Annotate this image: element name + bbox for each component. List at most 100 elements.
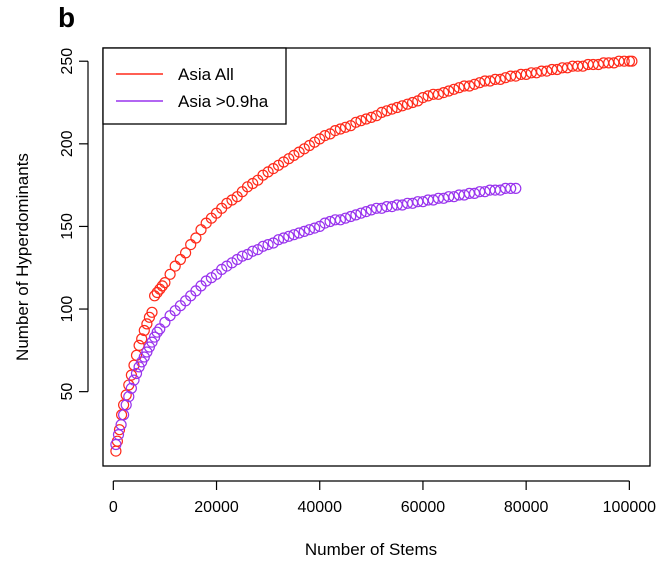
data-point — [130, 367, 143, 380]
data-point — [510, 182, 522, 194]
data-point — [401, 98, 414, 110]
panel-label: b — [58, 2, 76, 33]
data-point — [293, 227, 305, 239]
data-point — [180, 247, 192, 259]
legend-box — [102, 47, 287, 125]
data-point — [386, 103, 398, 115]
x-axis-title: Number of Stems — [305, 540, 437, 559]
x-tick-label: 20000 — [194, 499, 239, 516]
x-tick-label: 0 — [109, 499, 118, 516]
data-point — [360, 113, 372, 125]
data-point — [236, 250, 248, 262]
x-tick-label: 80000 — [504, 499, 549, 516]
data-point — [463, 80, 475, 92]
data-point — [334, 123, 346, 135]
data-point — [146, 306, 158, 318]
data-point — [355, 207, 367, 219]
data-point — [159, 277, 171, 289]
x-tick-label: 100000 — [603, 499, 656, 516]
data-point — [164, 268, 176, 280]
data-point — [561, 62, 574, 74]
data-point — [494, 184, 506, 196]
data-point — [154, 323, 166, 335]
data-point — [190, 232, 202, 244]
y-tick-label: 150 — [59, 213, 76, 240]
data-point — [120, 399, 132, 411]
data-point — [432, 88, 444, 100]
data-point — [417, 196, 429, 208]
data-point — [365, 111, 377, 124]
data-point — [391, 199, 403, 211]
legend-label-asia-09ha: Asia >0.9ha — [178, 92, 269, 111]
data-point — [339, 121, 352, 133]
data-point — [257, 240, 269, 252]
y-tick-label: 250 — [59, 48, 76, 75]
data-point — [510, 70, 522, 82]
y-tick-label: 100 — [59, 296, 76, 323]
data-point — [448, 83, 460, 95]
data-point — [494, 73, 506, 86]
data-point — [319, 130, 331, 142]
data-point — [247, 245, 259, 257]
data-point — [468, 187, 481, 199]
data-point — [174, 253, 186, 266]
data-point — [443, 191, 455, 203]
data-point — [151, 326, 163, 338]
data-point — [136, 333, 148, 345]
data-point — [618, 55, 630, 67]
data-point — [505, 182, 517, 194]
data-point — [417, 91, 429, 104]
axes-layer: 0 20000 40000 60000 80000 100000 50 100 150 200 25… — [59, 48, 656, 516]
data-point — [156, 280, 168, 292]
data-point — [195, 224, 207, 236]
data-point — [123, 391, 135, 403]
data-point — [185, 239, 197, 251]
data-point — [110, 438, 122, 451]
data-point — [272, 234, 285, 246]
data-point — [329, 125, 341, 137]
legend: Asia All Asia >0.9ha — [102, 47, 287, 125]
data-point — [391, 101, 403, 114]
data-point — [407, 96, 419, 109]
y-axis-title: Number of Hyperdominants — [13, 153, 32, 361]
data-point — [376, 106, 388, 119]
series-asia-all — [110, 55, 638, 457]
data-point — [626, 55, 638, 67]
data-point — [381, 105, 393, 117]
x-tick-label: 60000 — [401, 499, 446, 516]
data-point — [298, 225, 310, 237]
x-tick-label: 40000 — [297, 499, 342, 516]
y-tick-label: 200 — [59, 130, 76, 157]
data-point — [355, 115, 367, 127]
data-point — [334, 214, 346, 226]
y-tick-label: 50 — [59, 383, 76, 401]
data-point — [345, 210, 357, 223]
data-point — [443, 85, 455, 97]
data-point — [319, 217, 331, 229]
data-point — [339, 212, 352, 224]
data-point — [468, 78, 481, 90]
data-point — [125, 382, 137, 394]
data-point — [151, 286, 163, 299]
data-point — [303, 224, 315, 236]
series-asia-0-9ha — [110, 182, 522, 451]
data-point — [283, 230, 295, 242]
data-point — [350, 209, 362, 221]
data-point — [169, 260, 181, 272]
plot-frame — [102, 47, 651, 467]
data-point — [396, 100, 408, 112]
data-point — [141, 318, 153, 330]
data-point — [360, 206, 372, 218]
data-point — [309, 222, 321, 234]
data-point — [159, 316, 171, 328]
data-point — [149, 290, 161, 302]
data-point — [154, 283, 166, 295]
data-point — [128, 374, 140, 386]
legend-label-asia-all: Asia All — [178, 65, 234, 84]
data-point — [262, 239, 274, 251]
data-point — [288, 229, 300, 241]
data-point — [113, 424, 126, 436]
data-point — [587, 58, 599, 71]
data-point — [350, 116, 362, 128]
